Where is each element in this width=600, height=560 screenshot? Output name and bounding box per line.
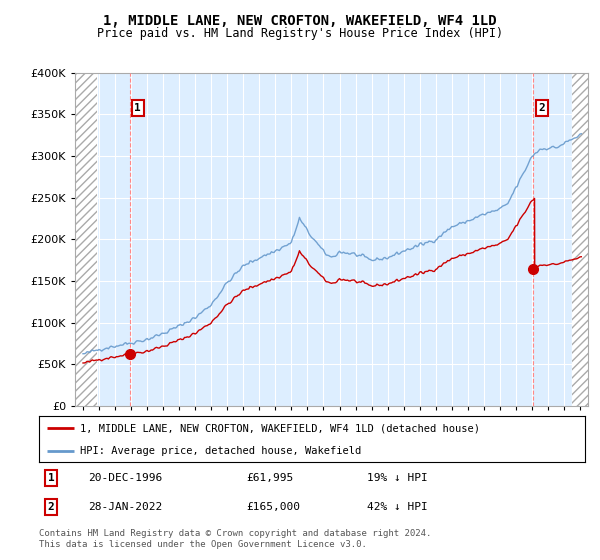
Bar — [75, 73, 97, 406]
Text: 1: 1 — [134, 103, 141, 113]
Bar — [572, 73, 588, 406]
Text: 1, MIDDLE LANE, NEW CROFTON, WAKEFIELD, WF4 1LD: 1, MIDDLE LANE, NEW CROFTON, WAKEFIELD, … — [103, 14, 497, 28]
Text: 2: 2 — [538, 103, 545, 113]
Text: £61,995: £61,995 — [247, 473, 294, 483]
Bar — [572, 73, 588, 406]
Text: £165,000: £165,000 — [247, 502, 301, 512]
Text: 20-DEC-1996: 20-DEC-1996 — [88, 473, 163, 483]
Text: 42% ↓ HPI: 42% ↓ HPI — [367, 502, 427, 512]
Text: 28-JAN-2022: 28-JAN-2022 — [88, 502, 163, 512]
Text: HPI: Average price, detached house, Wakefield: HPI: Average price, detached house, Wake… — [80, 446, 361, 455]
Text: Price paid vs. HM Land Registry's House Price Index (HPI): Price paid vs. HM Land Registry's House … — [97, 27, 503, 40]
Text: 1: 1 — [47, 473, 55, 483]
Text: 2: 2 — [47, 502, 55, 512]
Text: 1, MIDDLE LANE, NEW CROFTON, WAKEFIELD, WF4 1LD (detached house): 1, MIDDLE LANE, NEW CROFTON, WAKEFIELD, … — [80, 423, 480, 433]
Text: Contains HM Land Registry data © Crown copyright and database right 2024.
This d: Contains HM Land Registry data © Crown c… — [39, 529, 431, 549]
Text: 19% ↓ HPI: 19% ↓ HPI — [367, 473, 427, 483]
Bar — [75, 73, 97, 406]
